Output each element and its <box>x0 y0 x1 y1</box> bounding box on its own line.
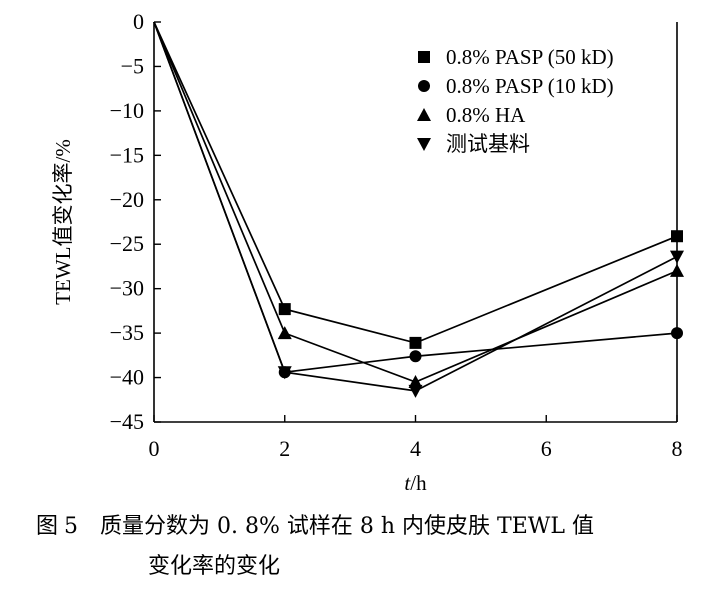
y-tick-label: −45 <box>110 409 144 434</box>
figure-caption: 图 5 质量分数为 0. 8% 试样在 8 h 内使皮肤 TEWL 值 <box>36 508 594 540</box>
data-point <box>408 375 423 388</box>
y-tick-label: −20 <box>110 187 144 212</box>
y-tick-label: −5 <box>121 53 144 78</box>
data-point <box>409 350 422 363</box>
y-tick-label: −40 <box>110 365 144 390</box>
series-4 <box>153 21 684 398</box>
legend-marker <box>418 51 430 63</box>
series-3 <box>153 21 684 388</box>
y-tick-label: −15 <box>110 142 144 167</box>
legend-marker <box>418 80 430 92</box>
y-tick-label: 0 <box>133 9 144 34</box>
legend-marker <box>417 108 431 121</box>
data-point <box>409 336 422 349</box>
y-tick-label: −35 <box>110 320 144 345</box>
legend-label: 0.8% PASP (10 kD) <box>446 74 614 98</box>
legend-item: 0.8% PASP (10 kD) <box>418 74 614 98</box>
x-tick-label: 2 <box>279 436 290 461</box>
data-point <box>671 327 683 340</box>
legend-item: 测试基料 <box>417 132 530 156</box>
series-1 <box>153 21 683 349</box>
series-line <box>153 21 678 392</box>
legend: 0.8% PASP (50 kD) 0.8% PASP (10 kD) 0.8% H… <box>417 45 614 156</box>
caption-label: 图 <box>36 514 59 539</box>
data-point <box>671 230 683 243</box>
chart-svg: 0−5−10−15−20−25−30−35−40−450 2 4 6 8t/hTEWL值… <box>51 9 684 495</box>
caption-line-1: 质量分数为 0. 8% 试样在 8 h 内使皮肤 TEWL 值 <box>100 514 594 539</box>
x-tick-label: 6 <box>541 436 552 461</box>
caption-number: 5 <box>64 514 79 539</box>
x-axis-var: t <box>404 471 411 495</box>
caption-line-2: 变化率的变化 <box>148 554 281 579</box>
data-point <box>277 326 292 340</box>
legend-item: 0.8% HA <box>417 103 526 127</box>
legend-label: 0.8% PASP (50 kD) <box>446 45 614 69</box>
data-point <box>670 250 684 264</box>
legend-marker <box>417 138 431 151</box>
y-tick-label: −10 <box>110 98 144 123</box>
x-axis-unit: /h <box>410 471 427 495</box>
y-tick-label: −30 <box>110 276 144 301</box>
axes: 0−5−10−15−20−25−30−35−40−450 2 4 6 8t/hTEWL值… <box>51 9 683 495</box>
x-tick-label: 4 <box>410 436 421 461</box>
y-tick-label: −25 <box>110 231 144 256</box>
legend-item: 0.8% PASP (50 kD) <box>418 45 614 69</box>
series-line <box>153 21 678 344</box>
x-axis-title: t/h <box>404 471 427 495</box>
data-point <box>408 384 423 398</box>
y-axis-title: TEWL值变化率/% <box>51 139 75 305</box>
legend-label: 0.8% HA <box>446 103 526 127</box>
x-tick-label: 0 <box>149 436 160 461</box>
series-line <box>153 21 678 383</box>
x-tick-label: 8 <box>672 436 683 461</box>
data-point <box>278 303 291 316</box>
series-layer <box>153 21 684 398</box>
data-point <box>277 366 292 380</box>
data-point <box>670 263 684 277</box>
legend-label: 测试基料 <box>446 132 530 156</box>
